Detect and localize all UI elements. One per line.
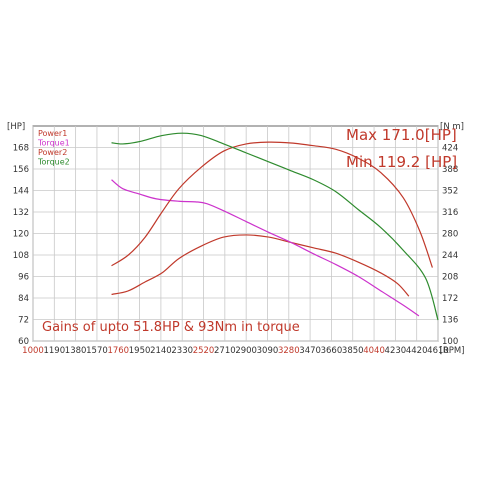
y-right-tick-label: 244 <box>442 251 458 261</box>
legend-entry-torque1: Torque1 <box>37 139 70 148</box>
annotations: Max 171.0[HP] Min 119.2 [HP] Gains of upto… <box>42 126 457 335</box>
x-tick-label: 3470 <box>299 346 321 356</box>
x-tick-label: 2520 <box>193 346 215 356</box>
grid <box>32 126 439 342</box>
x-tick-label: 1760 <box>107 346 129 356</box>
series-group <box>111 132 439 321</box>
annotation-max: Max 171.0[HP] <box>346 126 457 144</box>
series-line-power1 <box>111 234 410 297</box>
y-right-tick-label: 100 <box>442 337 458 347</box>
y-left-tick-label: 60 <box>18 337 29 347</box>
y-right-tick-label: 208 <box>442 273 458 283</box>
legend-entry-power1: Power1 <box>38 129 67 138</box>
y-left-tick-label: 108 <box>13 251 29 261</box>
x-tick-label: 2710 <box>214 346 236 356</box>
annotation-min: Min 119.2 [HP] <box>346 153 457 171</box>
x-tick-label: 1190 <box>43 346 65 356</box>
series-line-power2 <box>111 141 433 268</box>
x-tick-label: 3660 <box>321 346 343 356</box>
x-tick-label: 4420 <box>406 346 428 356</box>
series-line-torque1 <box>111 179 420 317</box>
y-right-tick-label: 172 <box>442 294 458 304</box>
x-tick-label: 3090 <box>257 346 279 356</box>
y-left-tick-label: 132 <box>13 208 29 218</box>
y-right-tick-label: 424 <box>442 144 458 154</box>
x-tick-label: 1950 <box>129 346 151 356</box>
x-tick-label: 4230 <box>385 346 407 356</box>
y-left-tick-label: 84 <box>18 294 29 304</box>
x-tick-label: 4610 <box>427 346 449 356</box>
x-tick-label: 4040 <box>363 346 385 356</box>
y-right-tick-label: 136 <box>442 316 458 326</box>
y-right-tick-label: 280 <box>442 230 458 240</box>
x-unit-label: [RPM] <box>440 346 465 356</box>
y-right-unit-label: [N m] <box>440 122 464 132</box>
y-left-tick-label: 144 <box>13 187 29 197</box>
y-right-tick-label: 316 <box>442 208 458 218</box>
y-left-tick-label: 120 <box>13 230 29 240</box>
y-right-tick-label: 388 <box>442 165 458 175</box>
x-tick-label: 2330 <box>171 346 193 356</box>
x-tick-label: 3280 <box>278 346 300 356</box>
legend-entry-power2: Power2 <box>38 148 67 157</box>
y-right-tick-label: 352 <box>442 187 458 197</box>
axes: 1000 1190 1380 1570 1760 1950 2140 2330 2520 2710… <box>7 122 465 356</box>
x-tick-label: 2140 <box>150 346 172 356</box>
x-tick-label: 1570 <box>86 346 108 356</box>
annotation-gains: Gains of upto 51.8HP & 93Nm in torque <box>42 320 300 335</box>
legend-entry-torque2: Torque2 <box>37 158 70 167</box>
y-left-tick-label: 96 <box>18 273 29 283</box>
x-tick-label: 2900 <box>235 346 257 356</box>
y-left-tick-label: 168 <box>13 144 29 154</box>
x-tick-label: 3850 <box>342 346 364 356</box>
x-tick-label: 1000 <box>22 346 44 356</box>
y-left-tick-label: 156 <box>13 165 29 175</box>
y-left-unit-label: [HP] <box>7 122 25 132</box>
series-line-torque2 <box>111 132 439 321</box>
x-tick-label: 1380 <box>65 346 87 356</box>
y-left-tick-label: 72 <box>18 316 29 326</box>
